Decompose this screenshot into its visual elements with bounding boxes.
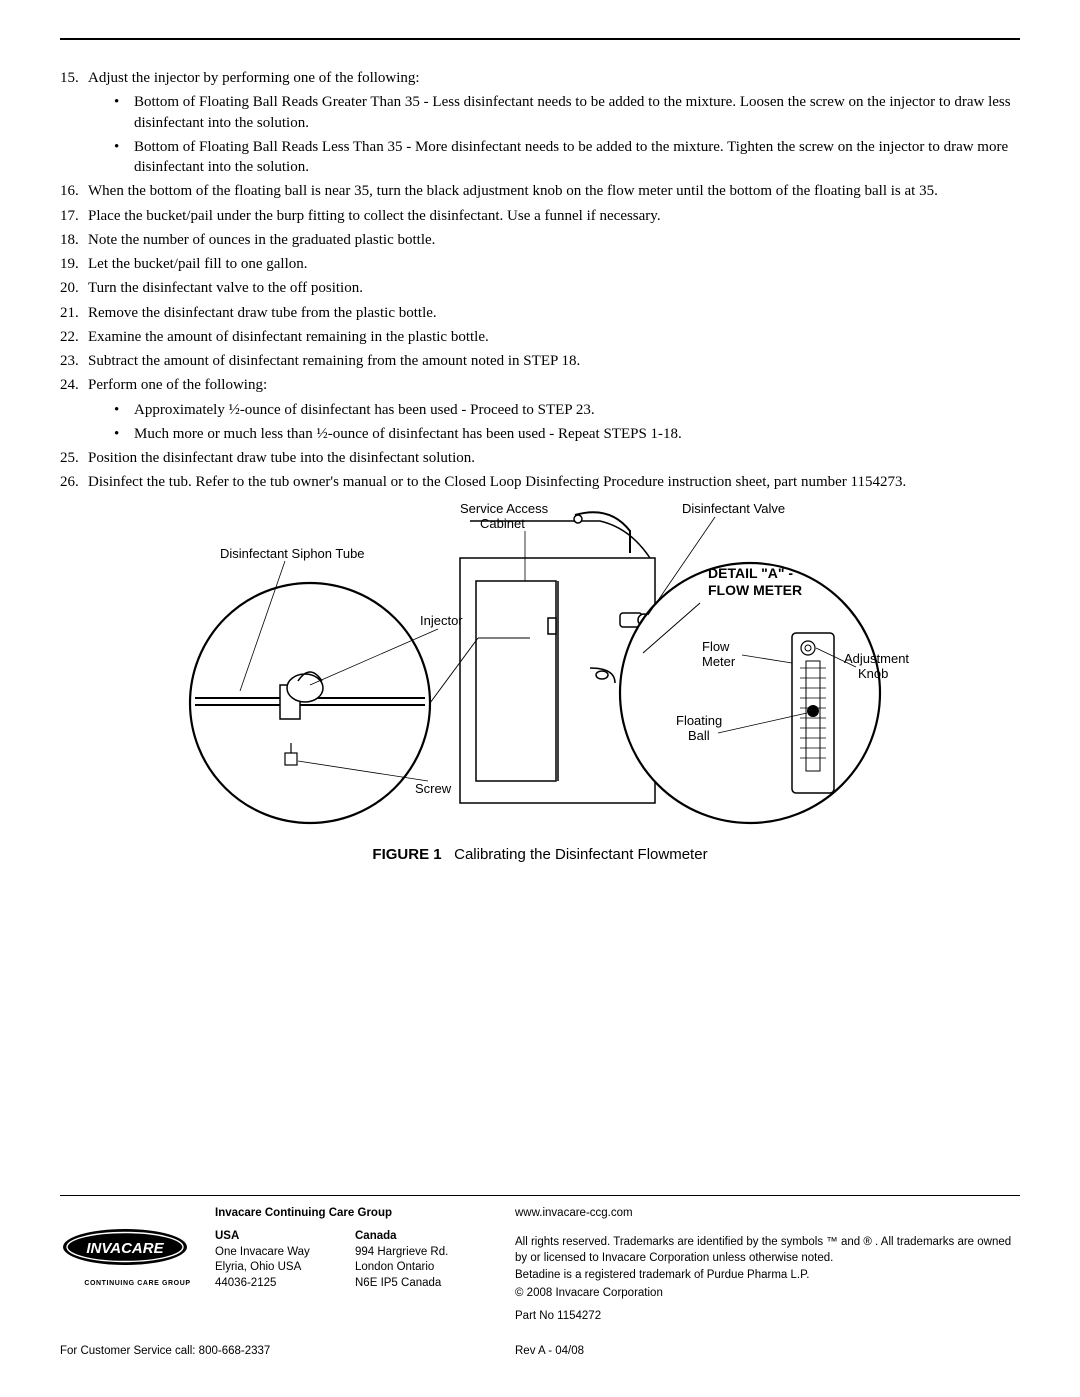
figure-area: Service Access Cabinet Disinfectant Siph…: [60, 503, 1020, 863]
footer-betadine: Betadine is a registered trademark of Pu…: [515, 1268, 1020, 1284]
footer-website: www.invacare-ccg.com: [515, 1206, 1020, 1222]
label-knob: Knob: [858, 666, 888, 681]
usa-addr-3: 44036-2125: [215, 1276, 355, 1292]
footer-rule: [60, 1195, 1020, 1196]
step-item: 16. When the bottom of the floating ball …: [60, 181, 1020, 201]
step-item: 21. Remove the disinfectant draw tube fro…: [60, 303, 1020, 323]
footer-rights: All rights reserved. Trademarks are iden…: [515, 1235, 1020, 1266]
step-number: 16.: [60, 181, 79, 201]
step-text: When the bottom of the floating ball is …: [88, 183, 938, 199]
bullet-item: Approximately ½-ounce of disinfectant ha…: [114, 400, 1020, 420]
step-item: 20. Turn the disinfectant valve to the of…: [60, 278, 1020, 298]
step-bullets: Approximately ½-ounce of disinfectant ha…: [114, 400, 1020, 445]
label-cabinet: Cabinet: [480, 516, 525, 531]
step-item: 19. Let the bucket/pail fill to one gallo…: [60, 254, 1020, 274]
label-adjustment: Adjustment: [844, 651, 909, 666]
top-rule: [60, 38, 1020, 40]
canada-addr-3: N6E IP5 Canada: [355, 1276, 495, 1292]
ccg-text: CONTINUING CARE GROUP: [60, 1279, 215, 1288]
usa-addr-1: One Invacare Way: [215, 1245, 355, 1261]
step-number: 19.: [60, 254, 79, 274]
figure-caption: FIGURE 1 Calibrating the Disinfectant Fl…: [60, 846, 1020, 863]
step-text: Perform one of the following:: [88, 377, 267, 393]
step-number: 24.: [60, 375, 79, 395]
footer-logo: INVACARE CONTINUING CARE GROUP: [60, 1206, 215, 1327]
usa-addr-2: Elyria, Ohio USA: [215, 1260, 355, 1276]
step-item: 18. Note the number of ounces in the grad…: [60, 230, 1020, 250]
label-detail-a1: DETAIL "A" -: [708, 565, 793, 581]
figure-caption-text: Calibrating the Disinfectant Flowmeter: [454, 846, 707, 863]
figure-label: FIGURE 1: [372, 846, 441, 863]
step-text: Turn the disinfectant valve to the off p…: [88, 280, 363, 296]
svg-text:INVACARE: INVACARE: [86, 1240, 164, 1257]
footer-rev: Rev A - 04/08: [515, 1345, 584, 1357]
bullet-item: Much more or much less than ½-ounce of d…: [114, 424, 1020, 444]
footer-copyright: © 2008 Invacare Corporation: [515, 1286, 1020, 1302]
label-meter: Meter: [702, 654, 736, 669]
step-item: 25. Position the disinfectant draw tube i…: [60, 448, 1020, 468]
step-text: Note the number of ounces in the graduat…: [88, 232, 435, 248]
step-number: 17.: [60, 206, 79, 226]
step-number: 23.: [60, 351, 79, 371]
steps-list: 15. Adjust the injector by performing one…: [60, 68, 1020, 493]
label-flow: Flow: [702, 639, 730, 654]
step-item: 23. Subtract the amount of disinfectant r…: [60, 351, 1020, 371]
step-text: Subtract the amount of disinfectant rema…: [88, 353, 580, 369]
bullet-item: Bottom of Floating Ball Reads Greater Th…: [114, 92, 1020, 133]
step-text: Remove the disinfectant draw tube from t…: [88, 305, 437, 321]
label-screw: Screw: [415, 781, 452, 796]
step-text: Let the bucket/pail fill to one gallon.: [88, 256, 308, 272]
step-item: 15. Adjust the injector by performing one…: [60, 68, 1020, 177]
step-item: 22. Examine the amount of disinfectant re…: [60, 327, 1020, 347]
step-item: 26. Disinfect the tub. Refer to the tub o…: [60, 472, 1020, 492]
step-number: 26.: [60, 472, 79, 492]
footer-address-column: Invacare Continuing Care Group USA One I…: [215, 1206, 515, 1327]
label-injector: Injector: [420, 613, 463, 628]
usa-head: USA: [215, 1229, 355, 1245]
footer-right-column: www.invacare-ccg.com All rights reserved…: [515, 1206, 1020, 1327]
step-text: Place the bucket/pail under the burp fit…: [88, 208, 661, 224]
footer-service-line: For Customer Service call: 800-668-2337 …: [60, 1345, 1020, 1357]
step-item: 17. Place the bucket/pail under the burp …: [60, 206, 1020, 226]
step-bullets: Bottom of Floating Ball Reads Greater Th…: [114, 92, 1020, 177]
canada-addr-1: 994 Hargrieve Rd.: [355, 1245, 495, 1261]
footer-partno: Part No 1154272: [515, 1309, 1020, 1325]
bullet-item: Bottom of Floating Ball Reads Less Than …: [114, 137, 1020, 178]
step-number: 25.: [60, 448, 79, 468]
step-text: Adjust the injector by performing one of…: [88, 70, 420, 86]
step-number: 22.: [60, 327, 79, 347]
step-text: Position the disinfectant draw tube into…: [88, 450, 475, 466]
canada-addr-2: London Ontario: [355, 1260, 495, 1276]
label-ball: Ball: [688, 728, 710, 743]
step-text: Disinfect the tub. Refer to the tub owne…: [88, 474, 906, 490]
invacare-logo-icon: INVACARE: [60, 1228, 190, 1270]
step-number: 18.: [60, 230, 79, 250]
step-item: 24. Perform one of the following: Approxim…: [60, 375, 1020, 444]
label-valve: Disinfectant Valve: [682, 503, 785, 516]
figure-diagram: Service Access Cabinet Disinfectant Siph…: [160, 503, 920, 833]
step-text: Examine the amount of disinfectant remai…: [88, 329, 489, 345]
step-number: 20.: [60, 278, 79, 298]
footer-group-name: Invacare Continuing Care Group: [215, 1206, 515, 1222]
label-floating: Floating: [676, 713, 722, 728]
label-siphon: Disinfectant Siphon Tube: [220, 546, 365, 561]
footer: INVACARE CONTINUING CARE GROUP Invacare …: [60, 1195, 1020, 1357]
label-detail-a2: FLOW METER: [708, 582, 802, 598]
step-number: 21.: [60, 303, 79, 323]
instruction-content: 15. Adjust the injector by performing one…: [60, 68, 1020, 493]
canada-head: Canada: [355, 1229, 495, 1245]
footer-service-call: For Customer Service call: 800-668-2337: [60, 1345, 515, 1357]
step-number: 15.: [60, 68, 79, 88]
label-service-access: Service Access: [460, 503, 549, 516]
